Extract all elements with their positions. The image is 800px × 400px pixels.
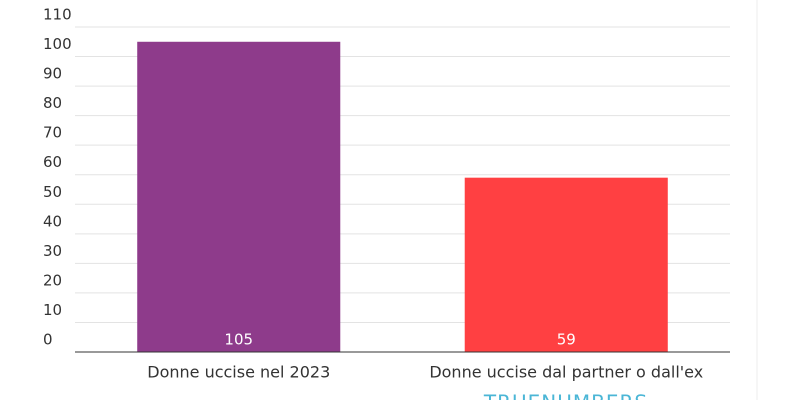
data-label: 59 [557, 331, 576, 349]
y-tick-label: 70 [43, 124, 62, 142]
y-tick-label: 0 [43, 331, 53, 349]
bar [464, 177, 668, 352]
y-tick-label: 100 [43, 35, 72, 53]
y-tick-label: 110 [43, 6, 72, 24]
y-tick-label: 30 [43, 242, 62, 260]
y-tick-label: 40 [43, 212, 62, 230]
watermark: TRUENUMBERS [483, 391, 648, 400]
y-tick-label: 60 [43, 153, 62, 171]
y-tick-label: 90 [43, 65, 62, 83]
y-tick-label: 80 [43, 94, 62, 112]
x-tick-label: Donne uccise nel 2023 [147, 363, 330, 382]
y-tick-label: 50 [43, 183, 62, 201]
y-tick-label: 20 [43, 271, 62, 289]
bar [137, 41, 341, 352]
y-tick-label: 10 [43, 301, 62, 319]
x-tick-label: Donne uccise dal partner o dall'ex [429, 363, 703, 382]
data-label: 105 [224, 331, 253, 349]
